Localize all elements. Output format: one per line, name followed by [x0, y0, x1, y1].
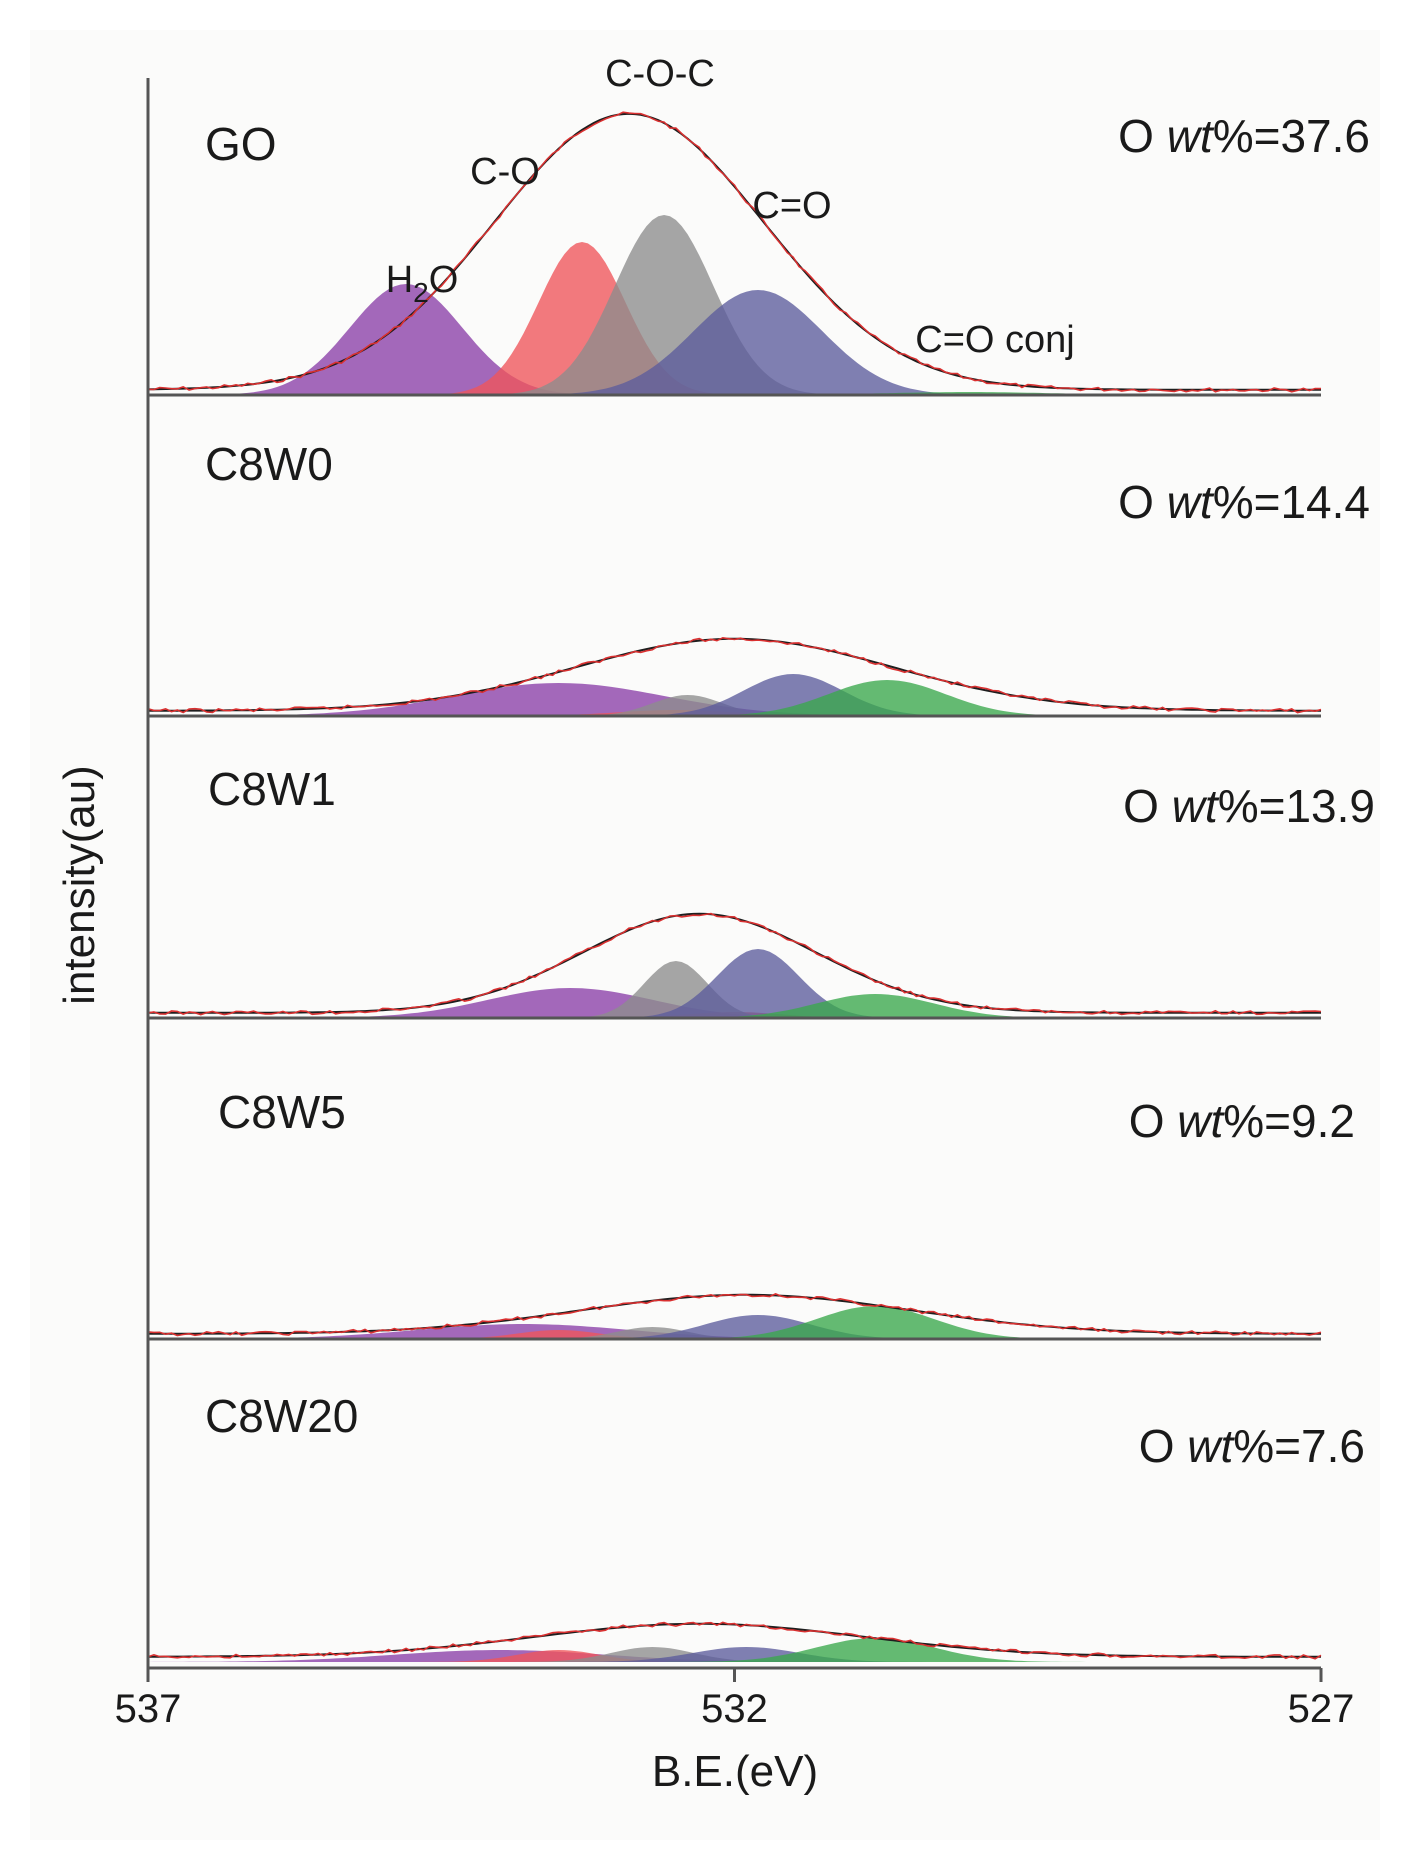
label-h2o-h: H	[386, 259, 413, 301]
sample-name-go: GO	[205, 118, 277, 170]
x-tick-label-532: 532	[701, 1687, 768, 1731]
x-ticks: 537 532 527	[115, 1668, 1355, 1731]
panel-c8w1: C8W1 O wt%=13.9	[147, 763, 1375, 1020]
label-c-o-c: C-O-C	[605, 53, 715, 95]
panel-c8w0: C8W0 O wt%=14.4	[147, 438, 1370, 718]
peak-h2o-c8w5	[148, 1324, 1321, 1339]
x-tick-label-537: 537	[115, 1687, 182, 1731]
panel-c8w20: C8W20 O wt%=7.6	[147, 1390, 1365, 1662]
label-c-o: C-O	[470, 151, 540, 193]
peak-c-o-c8w5	[148, 1315, 1321, 1339]
label-h2o-sub: 2	[413, 277, 429, 308]
measured-spectrum-c8w5	[147, 1293, 1322, 1337]
sample-name-c8w0: C8W0	[205, 438, 333, 490]
x-axis-label: B.E.(eV)	[652, 1747, 818, 1796]
label-h2o-o: O	[429, 259, 459, 301]
measured-spectrum-go	[147, 111, 1322, 393]
label-h2o: H2O	[386, 259, 459, 308]
peak-h2o-go	[148, 284, 1321, 395]
fit-envelope-c8w1	[148, 912, 1321, 1014]
o-wt-label-c8w0: O wt%=14.4	[1118, 476, 1370, 528]
sample-name-c8w5: C8W5	[218, 1086, 346, 1138]
peak-c-o-c8w20	[148, 1647, 1321, 1662]
y-axis-label: intensity(au)	[55, 765, 104, 1005]
peak-h2o-c8w0	[148, 683, 1321, 716]
peak-c-o-c8w0	[148, 674, 1321, 716]
peak-c-o-c8w1	[148, 949, 1321, 1018]
peak-c-o-go	[148, 290, 1321, 395]
peak-h2o-c8w1	[148, 988, 1321, 1018]
panels-layer: GO O wt%=37.6 C8W0 O wt%=14.4 C8W1 O wt%=13.9…	[147, 110, 1375, 1662]
peak-h2o-c8w20	[148, 1650, 1321, 1662]
label-c-double-o-conj: C=O conj	[915, 319, 1074, 361]
sample-name-c8w20: C8W20	[205, 1390, 358, 1442]
panel-c8w5: C8W5 O wt%=9.2	[147, 1086, 1355, 1341]
o-wt-label-c8w20: O wt%=7.6	[1139, 1420, 1365, 1472]
panel-go: GO O wt%=37.6	[147, 110, 1370, 397]
label-c-double-o: C=O	[752, 185, 831, 227]
measured-spectrum-c8w20	[147, 1621, 1322, 1660]
sample-name-c8w1: C8W1	[208, 763, 336, 815]
peak-labels: C-O-C C-O C=O H2O C=O conj	[386, 53, 1075, 361]
o-wt-label-c8w5: O wt%=9.2	[1129, 1095, 1355, 1147]
o-wt-label-go: O wt%=37.6	[1118, 110, 1370, 162]
measured-spectrum-c8w0	[147, 636, 1322, 714]
measured-spectrum-c8w1	[147, 912, 1322, 1016]
x-tick-label-527: 527	[1288, 1687, 1355, 1731]
o-wt-label-c8w1: O wt%=13.9	[1123, 780, 1375, 832]
